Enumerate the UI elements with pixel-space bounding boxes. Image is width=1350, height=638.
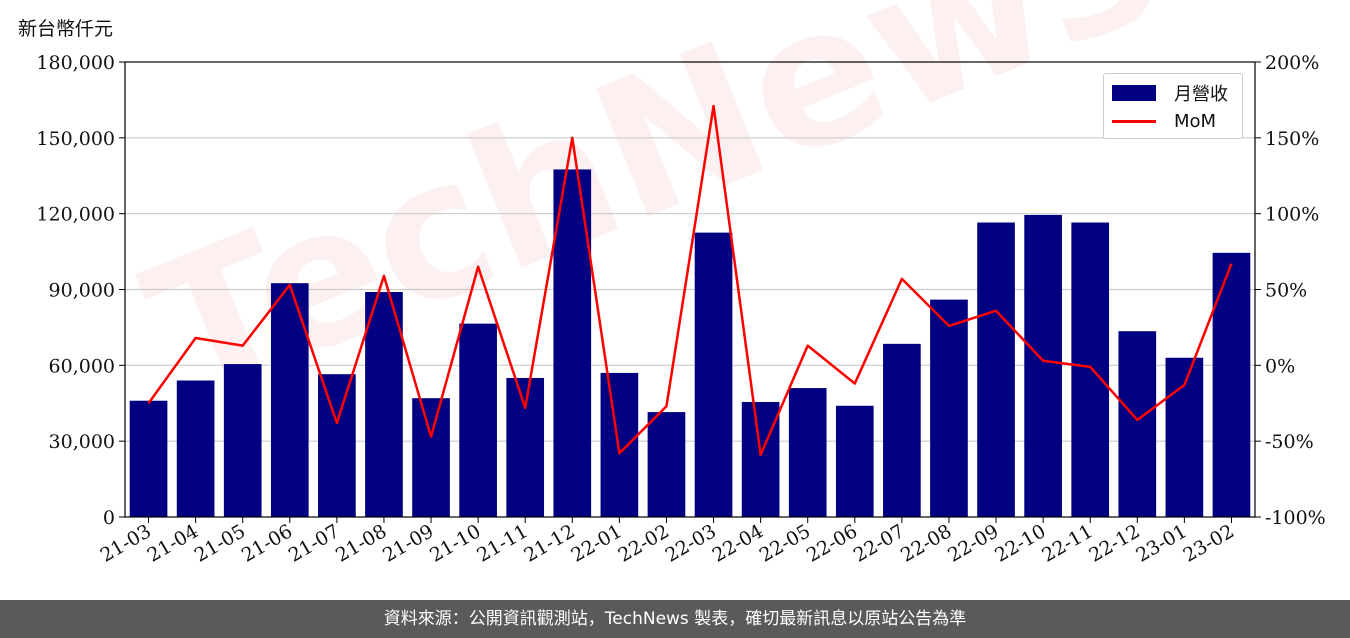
y-left-tick-label: 60,000 (49, 355, 115, 377)
bar-22-09 (977, 222, 1015, 517)
x-tick-label: 22-01 (567, 520, 625, 566)
legend-label-mom: MoM (1174, 110, 1217, 132)
y-left-tick-label: 120,000 (36, 204, 115, 226)
bar-22-05 (788, 388, 827, 517)
x-tick-label: 22-02 (615, 520, 673, 566)
x-tick-label: 21-04 (144, 520, 202, 566)
bar-21-10 (459, 323, 497, 517)
bar-22-12 (1118, 331, 1157, 517)
x-tick-label: 21-06 (238, 520, 296, 566)
legend-bar-swatch (1112, 85, 1156, 101)
bar-22-04 (741, 401, 780, 517)
chart: 0 30,000 60,000 90,000 120,000 150,000 180,000… (36, 52, 1326, 567)
legend-item-revenue: 月營收 (1112, 82, 1228, 105)
bar-22-10 (1024, 214, 1062, 518)
bar-22-06 (835, 405, 874, 517)
bar-22-03 (694, 232, 733, 517)
bar-21-03 (129, 400, 168, 517)
mom-line (147, 104, 1233, 457)
bar-21-06 (270, 283, 309, 517)
y-left-tick-label: 0 (103, 507, 115, 529)
x-tick-label: 21-07 (285, 520, 343, 566)
x-tick-label: 22-03 (662, 520, 720, 566)
y-right-tick-label: -100% (1265, 507, 1326, 529)
x-tick-label: 22-04 (709, 520, 767, 566)
x-tick-label: 21-10 (426, 520, 484, 566)
y-right-tick-label: 0% (1265, 355, 1295, 377)
bar-21-05 (223, 364, 262, 517)
y-right-tick-label: 100% (1265, 204, 1319, 226)
bar-22-08 (930, 299, 968, 517)
legend-item-mom: MoM (1112, 110, 1216, 132)
y-right-tick-label: 200% (1265, 52, 1319, 74)
bar-21-04 (176, 380, 215, 517)
bar-22-07 (883, 343, 921, 517)
y-left-tick-label: 30,000 (49, 431, 115, 453)
x-tick-label: 22-08 (897, 520, 955, 566)
x-tick-label: 21-08 (332, 520, 390, 566)
y-right-tick-label: 150% (1265, 128, 1319, 150)
bar-22-02 (647, 412, 686, 517)
y-left-tick-label: 90,000 (49, 280, 115, 302)
legend-label-revenue: 月營收 (1174, 84, 1228, 105)
legend-line-swatch (1112, 119, 1156, 123)
source-footer: 資料來源：公開資訊觀測站，TechNews 製表，確切最新訊息以原站公告為準 (0, 600, 1350, 638)
bar-21-11 (506, 377, 545, 517)
bar-23-02 (1212, 252, 1251, 517)
bar-21-08 (365, 292, 403, 517)
bar-21-09 (412, 398, 450, 517)
y-right-tick-label: -50% (1265, 431, 1314, 453)
x-tick-label: 21-11 (473, 520, 531, 566)
x-tick-label: 21-09 (379, 520, 437, 566)
x-tick-label: 21-05 (191, 520, 249, 566)
x-tick-label: 22-12 (1085, 520, 1143, 566)
y-left-tick-label: 180,000 (36, 52, 115, 74)
y-right-tick-label: 50% (1265, 280, 1307, 302)
x-tick-label: 23-01 (1132, 520, 1190, 566)
x-tick-label: 22-10 (991, 520, 1049, 566)
x-tick-label: 22-06 (803, 520, 861, 566)
x-tick-label: 22-09 (944, 520, 1002, 566)
bar-21-07 (318, 374, 356, 517)
legend: 月營收 MoM (1103, 73, 1243, 139)
plot-frame (124, 61, 1256, 518)
y-axis-unit-label: 新台幣仟元 (18, 18, 114, 40)
x-tick-label: 23-02 (1180, 520, 1238, 566)
x-tick-label: 22-11 (1038, 520, 1096, 566)
x-tick-label: 21-12 (520, 520, 578, 566)
x-tick-label: 22-05 (756, 520, 814, 566)
bar-22-11 (1071, 222, 1110, 517)
y-left-tick-label: 150,000 (36, 128, 115, 150)
x-tick-label: 22-07 (850, 520, 908, 566)
